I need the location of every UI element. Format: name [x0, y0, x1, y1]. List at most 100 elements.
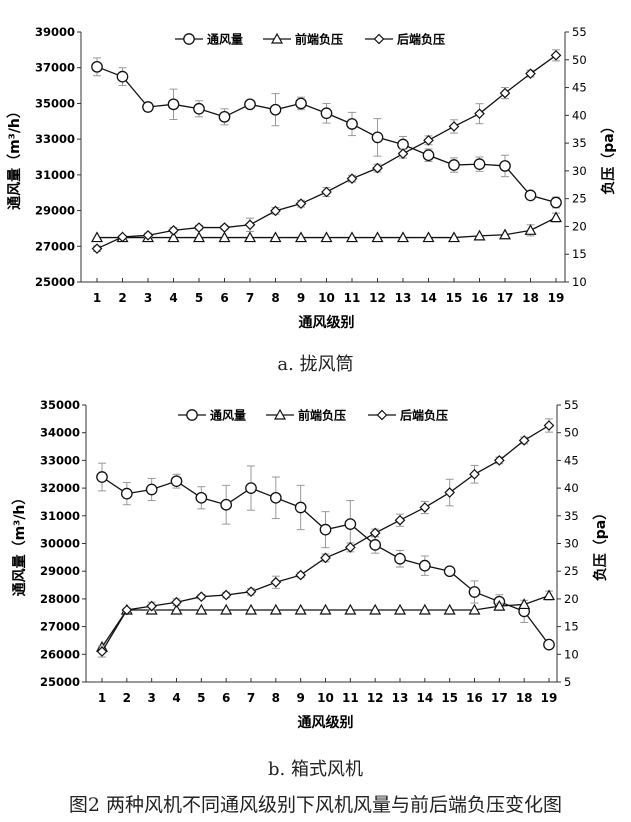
data-point [397, 138, 409, 151]
y2-tick-label: 30 [572, 164, 587, 178]
legend-label: 后端负压 [400, 408, 448, 423]
y2-axis-label: 负压（pa） [600, 119, 617, 194]
y-tick-label: 27000 [35, 239, 75, 253]
y-tick-label: 31000 [35, 168, 75, 182]
data-point [371, 231, 384, 243]
data-point [146, 600, 158, 612]
y-tick-label: 37000 [35, 61, 75, 75]
data-point [142, 229, 154, 241]
data-point [499, 160, 511, 172]
legend-marker-diamond-icon [373, 33, 385, 45]
data-point [448, 121, 460, 132]
data-point [270, 576, 282, 588]
x-tick-label: 12 [367, 691, 384, 705]
data-point [346, 118, 358, 130]
x-tick-label: 19 [541, 691, 558, 705]
data-point [499, 87, 511, 99]
data-point [525, 68, 536, 80]
series-通风量 [91, 57, 562, 209]
y2-tick-label: 10 [564, 647, 579, 661]
data-point [518, 598, 531, 610]
data-point [422, 149, 435, 162]
y-tick-label: 39000 [35, 25, 75, 39]
data-point [170, 603, 183, 615]
data-point [269, 603, 282, 615]
legend-label: 后端负压 [397, 32, 445, 47]
x-tick-label: 6 [220, 291, 228, 305]
data-point [419, 502, 431, 513]
data-point [295, 97, 307, 110]
x-tick-label: 11 [344, 291, 361, 305]
data-point [346, 173, 358, 185]
data-point [269, 491, 282, 504]
legend-label: 通风量 [210, 408, 246, 423]
x-tick-label: 18 [522, 291, 539, 305]
data-point [294, 231, 308, 243]
x-tick-label: 7 [246, 291, 254, 305]
data-point [344, 603, 357, 615]
data-point [418, 559, 431, 572]
data-point [396, 231, 410, 243]
data-point [244, 603, 258, 615]
x-tick-label: 14 [416, 691, 433, 705]
data-point [319, 603, 332, 615]
x-tick-label: 4 [172, 691, 180, 705]
y2-tick-label: 20 [572, 219, 587, 233]
caption-chart-a: a. 拢风筒 [277, 354, 354, 375]
data-point [294, 501, 307, 514]
data-point [393, 603, 407, 615]
legend-marker-diamond-icon [376, 409, 388, 421]
data-point [171, 596, 182, 608]
x-tick-label: 18 [516, 691, 533, 705]
series-前端负压 [95, 589, 556, 652]
y2-tick-label: 50 [564, 426, 579, 440]
y-axis-label: 通风量（m³/h） [12, 491, 28, 597]
data-point [91, 60, 103, 73]
data-point [219, 222, 230, 233]
data-point [245, 482, 257, 494]
legend-label: 前端负压 [298, 408, 346, 423]
x-tick-label: 7 [247, 691, 255, 705]
data-point [474, 108, 485, 120]
data-point [91, 243, 103, 255]
data-point [243, 231, 257, 243]
legend-label: 前端负压 [295, 32, 343, 47]
x-tick-label: 11 [342, 691, 359, 705]
data-point [550, 196, 562, 209]
data-point [469, 468, 480, 480]
data-point [218, 231, 231, 243]
data-point [320, 231, 333, 243]
x-tick-label: 13 [392, 691, 409, 705]
chart-a: 25000 27000 29000 31000 33000 35000 37000 39000… [7, 25, 617, 331]
data-point [369, 539, 382, 551]
data-point [397, 148, 409, 160]
y2-tick-label: 5 [564, 675, 571, 689]
y2-tick-label: 45 [564, 453, 579, 467]
x-tick-label: 17 [491, 691, 508, 705]
data-point [167, 231, 180, 243]
data-point [193, 102, 205, 115]
chart-b: 25000 26000 27000 28000 29000 30000 31000 32000… [12, 398, 609, 731]
data-point [167, 98, 180, 111]
y-tick-label: 33000 [35, 132, 75, 146]
y2-tick-label: 40 [564, 481, 579, 495]
data-point [468, 603, 481, 615]
data-point [468, 586, 481, 598]
legend-marker-circle-icon [183, 33, 195, 45]
y-tick-label: 25000 [35, 275, 75, 289]
data-point [295, 198, 307, 210]
data-point [193, 222, 205, 233]
data-point [319, 523, 332, 536]
y2-tick-label: 55 [572, 25, 587, 39]
y-tick-label: 26000 [40, 647, 80, 661]
y2-tick-label: 55 [564, 398, 579, 412]
data-point [116, 70, 129, 83]
x-tick-label: 13 [395, 291, 412, 305]
y2-tick-label: 25 [564, 564, 579, 578]
y-tick-label: 30000 [40, 537, 80, 551]
data-point [550, 49, 562, 61]
x-tick-label: 5 [195, 291, 203, 305]
y-tick-label: 28000 [40, 592, 80, 606]
data-point [170, 475, 183, 488]
y2-tick-label: 30 [564, 537, 579, 551]
